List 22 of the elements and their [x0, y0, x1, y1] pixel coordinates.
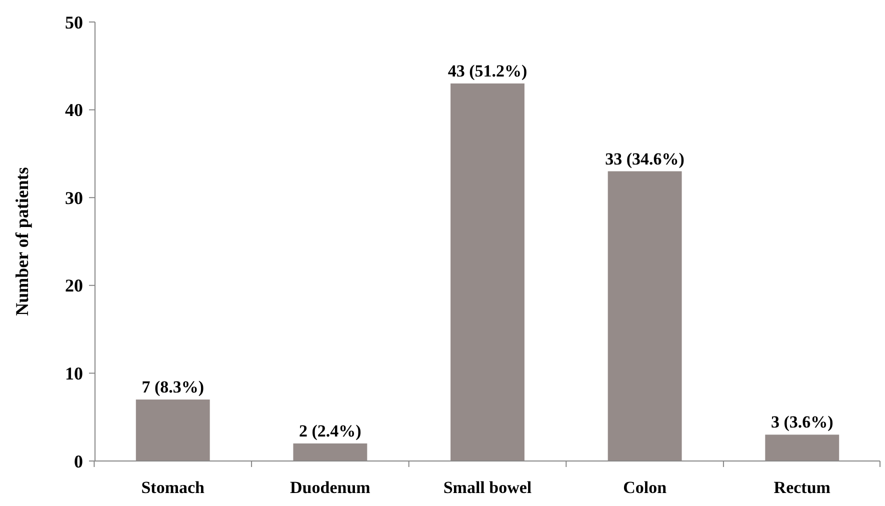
data-label: 2 (2.4%) — [299, 421, 362, 440]
x-tick-label: Colon — [623, 478, 668, 497]
data-label: 7 (8.3%) — [142, 378, 204, 397]
y-tick-label: 10 — [65, 364, 83, 384]
bar — [293, 443, 368, 461]
x-tick-label: Duodenum — [290, 478, 370, 497]
x-tick-label: Stomach — [141, 478, 206, 497]
x-tick-label: Small bowel — [443, 478, 532, 497]
bar — [765, 434, 840, 461]
bar — [450, 83, 524, 461]
data-label: 43 (51.2%) — [448, 61, 528, 80]
data-label: 33 (34.6%) — [605, 149, 684, 168]
y-tick-label: 50 — [65, 12, 83, 32]
bar — [136, 400, 210, 461]
y-tick-label: 40 — [65, 100, 83, 120]
y-tick-label: 20 — [65, 276, 83, 296]
y-tick-label: 30 — [65, 188, 83, 208]
y-axis-title: Number of patients — [12, 167, 32, 316]
data-label: 3 (3.6%) — [770, 412, 834, 432]
y-tick-label: 0 — [74, 451, 83, 472]
x-tick-label: Rectum — [774, 478, 830, 497]
bar — [608, 171, 682, 461]
